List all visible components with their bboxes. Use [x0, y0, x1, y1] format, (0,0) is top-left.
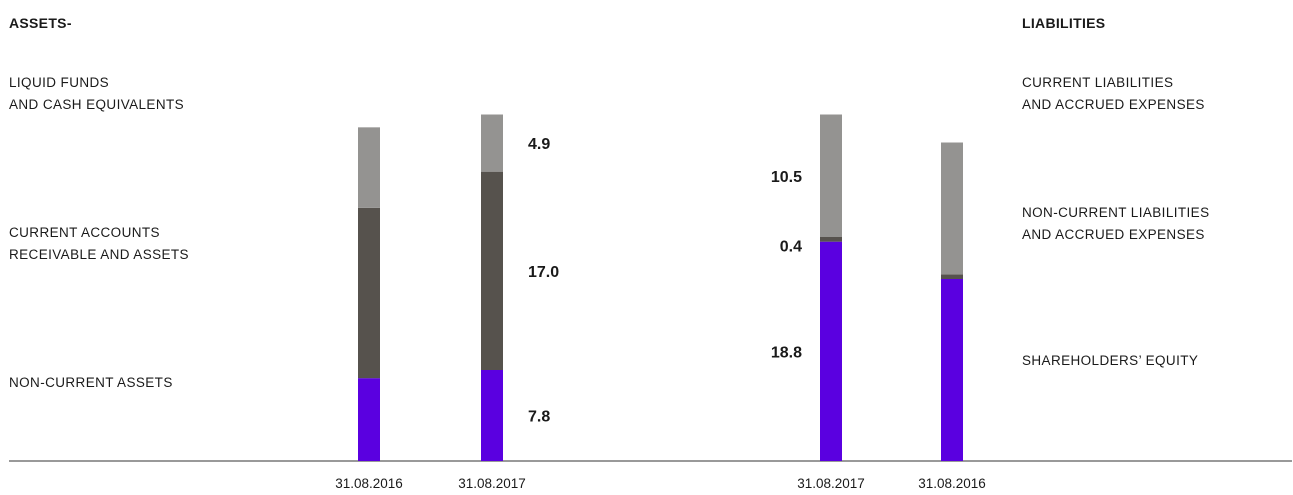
liabilities-header: LIABILITIES	[1022, 15, 1106, 31]
label-non-current-assets: NON-CURRENT ASSETS	[9, 375, 173, 390]
bar-liquid-funds-31.08.2017	[481, 114, 503, 172]
bar-non-current-liabilities-31.08.2017	[820, 237, 842, 242]
bar-non-current-assets-31.08.2017	[481, 370, 503, 461]
label-current-accounts-line2: RECEIVABLE AND ASSETS	[9, 247, 189, 262]
bar-non-current-liabilities-31.08.2016	[941, 274, 963, 279]
data-label-liquid-funds: 4.9	[528, 136, 550, 153]
label-current-liabilities: CURRENT LIABILITIES AND ACCRUED EXPENSES	[1022, 72, 1205, 116]
bar-equity-31.08.2016	[941, 279, 963, 461]
bar-current-assets-31.08.2017	[481, 171, 503, 370]
bar-current-assets-31.08.2016	[358, 207, 380, 379]
bar-liquid-funds-31.08.2016	[358, 127, 380, 208]
label-non-current-liabilities-line2: AND ACCRUED EXPENSES	[1022, 227, 1205, 242]
data-label-equity: 18.8	[771, 344, 802, 361]
label-current-liabilities-line2: AND ACCRUED EXPENSES	[1022, 97, 1205, 112]
bar-current-liabilities-31.08.2017	[820, 114, 842, 237]
label-liquid-funds-line1: LIQUID FUNDS	[9, 75, 110, 90]
bar-non-current-assets-31.08.2016	[358, 378, 380, 461]
label-shareholders-equity: SHAREHOLDERS’ EQUITY	[1022, 353, 1199, 368]
data-label-current-assets: 17.0	[528, 264, 559, 281]
label-liquid-funds: LIQUID FUNDS AND CASH EQUIVALENTS	[9, 72, 184, 116]
tick-label-31.08.2016: 31.08.2016	[335, 476, 403, 491]
label-non-current-liabilities: NON-CURRENT LIABILITIES AND ACCRUED EXPE…	[1022, 202, 1209, 246]
data-label-non-current-assets: 7.8	[528, 409, 550, 426]
assets-header: ASSETS-	[9, 15, 72, 31]
label-current-liabilities-line1: CURRENT LIABILITIES	[1022, 75, 1174, 90]
data-label-non-current-liabilities: 0.4	[780, 238, 802, 255]
data-label-current-liabilities: 10.5	[771, 169, 802, 186]
label-liquid-funds-line2: AND CASH EQUIVALENTS	[9, 97, 185, 112]
label-current-accounts-line1: CURRENT ACCOUNTS	[9, 225, 160, 240]
bar-equity-31.08.2017	[820, 241, 842, 461]
label-current-accounts: CURRENT ACCOUNTS RECEIVABLE AND ASSETS	[9, 222, 189, 266]
tick-label-31.08.2017: 31.08.2017	[797, 476, 865, 491]
tick-label-31.08.2017: 31.08.2017	[458, 476, 526, 491]
tick-label-31.08.2016: 31.08.2016	[918, 476, 986, 491]
bar-current-liabilities-31.08.2016	[941, 142, 963, 275]
label-non-current-liabilities-line1: NON-CURRENT LIABILITIES	[1022, 205, 1210, 220]
